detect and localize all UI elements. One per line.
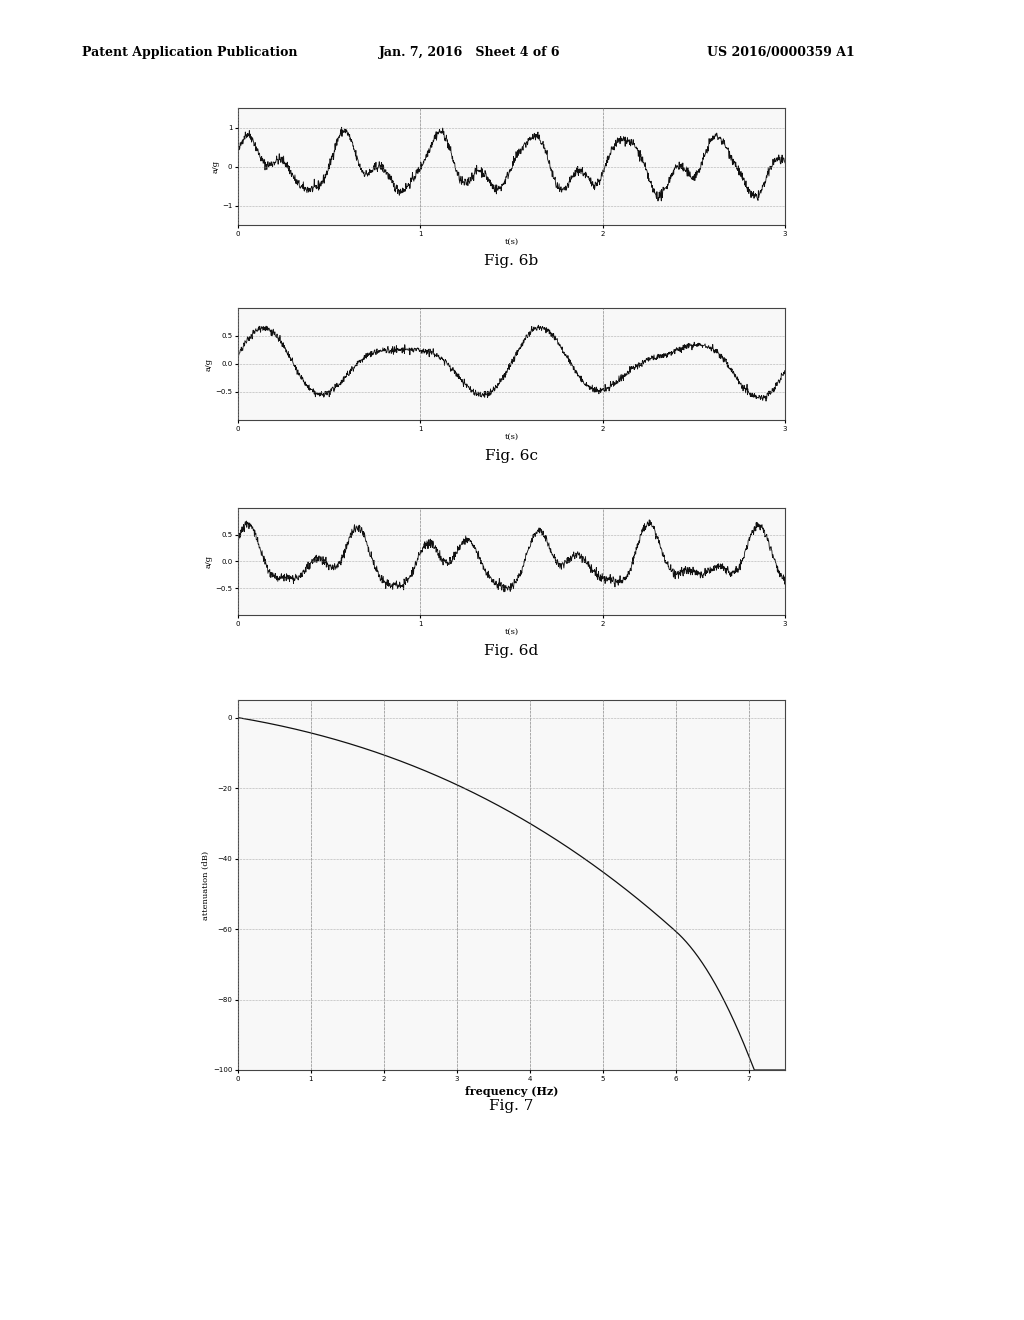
Y-axis label: a/g: a/g xyxy=(211,160,219,173)
X-axis label: t(s): t(s) xyxy=(505,433,518,441)
Text: Jan. 7, 2016   Sheet 4 of 6: Jan. 7, 2016 Sheet 4 of 6 xyxy=(379,46,560,59)
Y-axis label: a/g: a/g xyxy=(205,358,213,371)
X-axis label: frequency (Hz): frequency (Hz) xyxy=(465,1086,558,1097)
X-axis label: t(s): t(s) xyxy=(505,628,518,636)
Y-axis label: attenuation (dB): attenuation (dB) xyxy=(203,850,210,920)
Text: US 2016/0000359 A1: US 2016/0000359 A1 xyxy=(707,46,854,59)
Text: Fig. 6b: Fig. 6b xyxy=(484,253,539,268)
Text: Fig. 7: Fig. 7 xyxy=(489,1100,534,1113)
X-axis label: t(s): t(s) xyxy=(505,238,518,246)
Text: Fig. 6d: Fig. 6d xyxy=(484,644,539,659)
Text: Patent Application Publication: Patent Application Publication xyxy=(82,46,297,59)
Y-axis label: a/g: a/g xyxy=(205,554,213,568)
Text: Fig. 6c: Fig. 6c xyxy=(485,449,538,463)
